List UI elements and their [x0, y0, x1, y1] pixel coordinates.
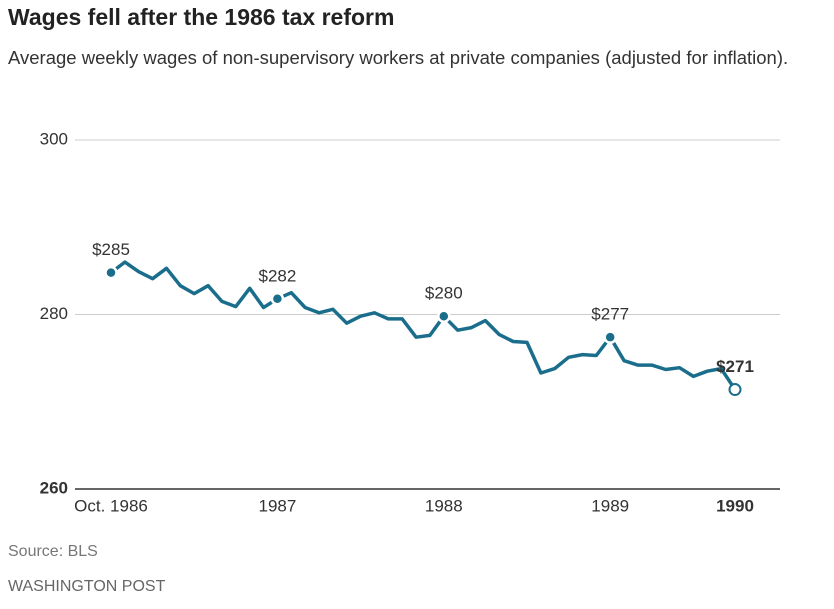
point — [270, 292, 285, 306]
y-tick-label: 300 — [40, 129, 68, 148]
point — [437, 309, 451, 323]
data-label: $277 — [591, 305, 629, 324]
x-tick-label: 1987 — [258, 496, 296, 515]
point — [728, 383, 742, 397]
credit: WASHINGTON POST — [8, 578, 166, 595]
data-label: $285 — [92, 240, 130, 259]
point — [603, 330, 617, 344]
point — [104, 265, 118, 280]
data-label: $282 — [258, 266, 296, 285]
chart-subtitle: Average weekly wages of non-supervisory … — [8, 47, 789, 68]
source: Source: BLS — [8, 543, 98, 560]
data-label: $271 — [716, 357, 754, 376]
y-tick-label: 280 — [40, 304, 68, 323]
y-tick-label: 260 — [40, 478, 68, 497]
x-tick-label: 1990 — [716, 496, 754, 515]
chart-title: Wages fell after the 1986 tax reform — [8, 4, 395, 30]
x-tick-label: Oct. 1986 — [74, 496, 148, 515]
line — [109, 260, 737, 391]
x-tick-label: 1988 — [425, 496, 463, 515]
x-tick-label: 1989 — [591, 496, 629, 515]
data-label: $280 — [425, 284, 463, 303]
